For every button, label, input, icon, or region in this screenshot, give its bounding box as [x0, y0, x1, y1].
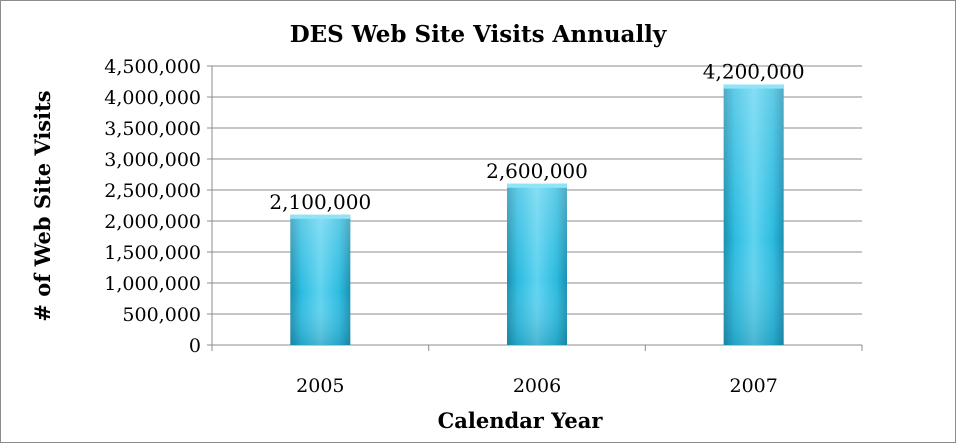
- y-tick-label: 3,000,000: [104, 149, 201, 171]
- y-tick-label: 500,000: [122, 304, 201, 326]
- y-axis-title: # of Web Site Visits: [30, 90, 55, 321]
- y-tick-label: 2,000,000: [104, 211, 201, 233]
- bar-top-2005: [290, 214, 351, 219]
- x-tick-label: 2005: [296, 375, 344, 397]
- data-label: 4,200,000: [703, 60, 805, 84]
- bars: [290, 84, 784, 345]
- chart-title: DES Web Site Visits Annually: [290, 21, 667, 48]
- x-tick-label: 2006: [513, 375, 561, 397]
- y-tick-label: 3,500,000: [104, 118, 201, 140]
- bar-shade-2007: [723, 84, 784, 345]
- y-tick-label: 2,500,000: [104, 180, 201, 202]
- y-tick-label: 1,500,000: [104, 242, 201, 264]
- bar-top-2007: [723, 84, 784, 89]
- x-tick-label: 2007: [729, 375, 777, 397]
- y-tick-label: 1,000,000: [104, 273, 201, 295]
- bar-shade-2005: [290, 214, 351, 345]
- y-tick-label: 4,000,000: [104, 87, 201, 109]
- data-labels: 2,100,000 2,600,000 4,200,000: [269, 60, 804, 214]
- data-label: 2,100,000: [269, 190, 371, 214]
- x-axis-title: Calendar Year: [438, 408, 604, 433]
- y-tick-label: 0: [189, 335, 201, 357]
- y-tick-label: 4,500,000: [104, 56, 201, 78]
- x-axis-ticks: 2005 2006 2007: [211, 345, 863, 397]
- data-label: 2,600,000: [486, 159, 588, 183]
- y-axis-ticks: 0 500,000 1,000,000 1,500,000 2,000,000 2,500…: [104, 56, 201, 357]
- bar-shade-2006: [507, 183, 567, 345]
- bar-top-2006: [507, 183, 567, 188]
